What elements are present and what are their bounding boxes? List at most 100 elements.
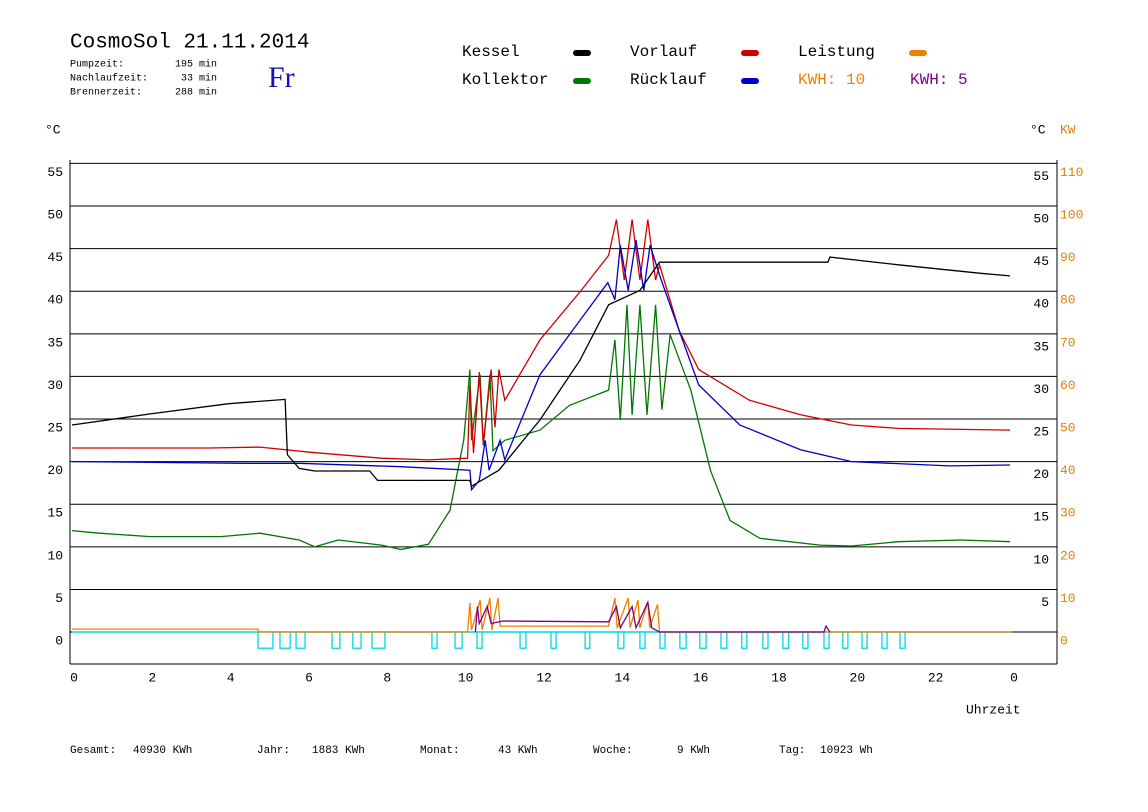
pump-pulse bbox=[679, 631, 687, 649]
y-right-tick-label: 40 bbox=[1033, 297, 1049, 312]
pump-pulse bbox=[584, 631, 591, 649]
pump-pulse bbox=[519, 631, 527, 649]
series-line bbox=[71, 304, 1011, 551]
y2-tick-label: 10 bbox=[1060, 591, 1076, 606]
x-axis-label: Uhrzeit bbox=[966, 702, 1021, 717]
y-tick-label: 40 bbox=[47, 293, 63, 308]
footer-label: Woche: bbox=[593, 745, 633, 757]
pump-pulse bbox=[371, 631, 386, 649]
pump-pulse bbox=[899, 631, 906, 649]
info-label: Nachlaufzeit: bbox=[70, 73, 148, 85]
pump-pulse bbox=[279, 631, 291, 649]
chart-title: CosmoSol 21.11.2014 bbox=[70, 32, 309, 55]
x-tick-label: 20 bbox=[850, 670, 866, 685]
series-line bbox=[71, 256, 1011, 488]
pump-pulse bbox=[257, 631, 274, 649]
pump-pulse bbox=[331, 631, 341, 649]
y2-tick-label: 100 bbox=[1060, 207, 1083, 222]
y-tick-label: 20 bbox=[47, 463, 63, 478]
y-tick-label: 10 bbox=[47, 548, 63, 563]
weekday: Fr bbox=[268, 61, 295, 94]
pump-pulse bbox=[617, 631, 625, 649]
y-right-tick-label: 50 bbox=[1033, 211, 1049, 226]
y-tick-label: 35 bbox=[47, 335, 63, 350]
y-right-tick-label: 5 bbox=[1041, 595, 1049, 610]
pump-pulse bbox=[720, 631, 728, 649]
x-tick-label: 12 bbox=[536, 670, 552, 685]
footer-label: Gesamt: bbox=[70, 745, 116, 757]
y2-tick-label: 20 bbox=[1060, 548, 1076, 563]
y2-tick-label: 90 bbox=[1060, 250, 1076, 265]
pump-pulse bbox=[550, 631, 557, 649]
footer-value: 43 KWh bbox=[498, 745, 538, 757]
y-tick-label: 50 bbox=[47, 207, 63, 222]
footer-label: Tag: bbox=[779, 745, 805, 757]
y-tick-label: 5 bbox=[55, 591, 63, 606]
y-tick-label: 15 bbox=[47, 506, 63, 521]
footer-value: 10923 Wh bbox=[820, 745, 873, 757]
y2-tick-label: 80 bbox=[1060, 293, 1076, 308]
pump-pulse bbox=[802, 631, 809, 649]
pump-pulse bbox=[881, 631, 888, 649]
pump-pulse bbox=[454, 631, 463, 649]
x-tick-label: 2 bbox=[148, 670, 156, 685]
pump-pulse bbox=[782, 631, 790, 649]
y-right-tick-label: 55 bbox=[1033, 169, 1049, 184]
y2-tick-label: 0 bbox=[1060, 633, 1068, 648]
y2-tick-label: 70 bbox=[1060, 335, 1076, 350]
y-right-tick-label: 15 bbox=[1033, 510, 1049, 525]
y-tick-label: 55 bbox=[47, 165, 63, 180]
footer-label: Monat: bbox=[420, 745, 460, 757]
info-value: 288 min bbox=[175, 87, 217, 99]
y-right-tick-label: 35 bbox=[1033, 339, 1049, 354]
pump-pulse bbox=[823, 631, 830, 649]
y-tick-label: 30 bbox=[47, 378, 63, 393]
info-value: 33 min bbox=[181, 73, 217, 85]
pump-pulse bbox=[431, 631, 438, 649]
pump-pulse bbox=[352, 631, 362, 649]
pump-pulse bbox=[295, 631, 306, 649]
y2-unit: KW bbox=[1060, 122, 1076, 137]
x-tick-label: 4 bbox=[227, 670, 235, 685]
y2-tick-label: 40 bbox=[1060, 463, 1076, 478]
legend-label: Rücklauf bbox=[630, 71, 707, 89]
y-right-unit: °C bbox=[1030, 122, 1046, 137]
x-tick-label: 6 bbox=[305, 670, 313, 685]
y-right-tick-label: 30 bbox=[1033, 382, 1049, 397]
x-tick-label: 10 bbox=[458, 670, 474, 685]
kwh-label: KWH: 5 bbox=[910, 71, 968, 89]
series-line bbox=[474, 599, 831, 633]
y-right-tick-label: 45 bbox=[1033, 254, 1049, 269]
x-tick-label: 14 bbox=[615, 670, 631, 685]
y-right-tick-label: 25 bbox=[1033, 424, 1049, 439]
series-line bbox=[71, 240, 1011, 492]
x-tick-label: 8 bbox=[383, 670, 391, 685]
info-label: Brennerzeit: bbox=[70, 87, 142, 99]
info-value: 195 min bbox=[175, 59, 217, 71]
footer-value: 9 KWh bbox=[677, 745, 710, 757]
info-label: Pumpzeit: bbox=[70, 59, 124, 71]
footer-value: 40930 KWh bbox=[133, 745, 192, 757]
x-tick-label: 22 bbox=[928, 670, 944, 685]
y2-tick-label: 60 bbox=[1060, 378, 1076, 393]
y-tick-label: 25 bbox=[47, 420, 63, 435]
x-tick-label: 0 bbox=[1010, 670, 1018, 685]
pump-pulse bbox=[741, 631, 748, 649]
pump-pulse bbox=[639, 631, 646, 649]
x-tick-label: 0 bbox=[70, 670, 78, 685]
footer-label: Jahr: bbox=[257, 745, 290, 757]
x-tick-label: 16 bbox=[693, 670, 709, 685]
legend-label: Kessel bbox=[462, 43, 520, 61]
pump-pulse bbox=[659, 631, 666, 649]
y2-tick-label: 110 bbox=[1060, 165, 1083, 180]
y-right-tick-label: 20 bbox=[1033, 467, 1049, 482]
y-tick-label: 0 bbox=[55, 633, 63, 648]
pump-pulse bbox=[476, 631, 483, 649]
y-right-tick-label: 10 bbox=[1033, 552, 1049, 567]
footer-value: 1883 KWh bbox=[312, 745, 365, 757]
y2-tick-label: 30 bbox=[1060, 506, 1076, 521]
pump-pulse bbox=[842, 631, 849, 649]
legend-label: Vorlauf bbox=[630, 43, 697, 61]
